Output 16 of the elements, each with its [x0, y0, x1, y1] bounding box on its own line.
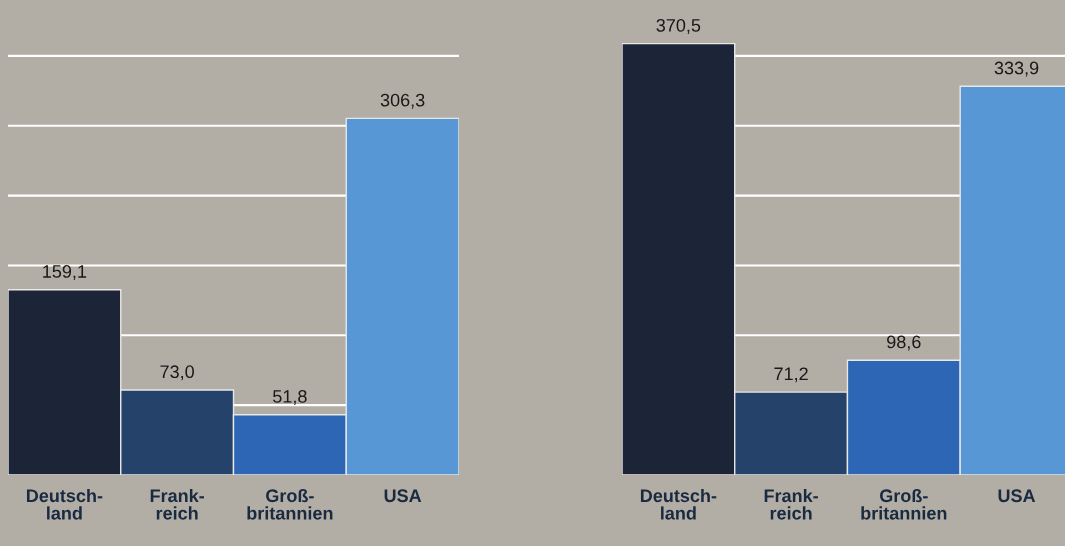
data-label: 159,1: [43, 265, 87, 280]
data-label: 71,2: [774, 367, 808, 383]
x-tick-label: Deutsch- land: [26, 488, 103, 520]
data-label: 73,0: [160, 365, 194, 381]
data-label: 370,5: [656, 18, 701, 34]
x-tick-label: Groß- britannien: [247, 488, 333, 520]
data-label: 51,8: [273, 390, 307, 405]
data-label: 98,6: [887, 335, 921, 351]
data-label: 306,3: [380, 93, 425, 109]
x-tick-label: Deutsch- land: [640, 488, 717, 520]
data-label: 333,9: [994, 61, 1039, 77]
x-tick-label: USA: [998, 489, 1036, 503]
x-tick-label: USA: [384, 489, 422, 503]
x-tick-label: Groß- britannien: [861, 488, 947, 520]
x-tick-label: Frank- reich: [764, 488, 818, 520]
x-tick-label: Frank- reich: [150, 488, 204, 520]
